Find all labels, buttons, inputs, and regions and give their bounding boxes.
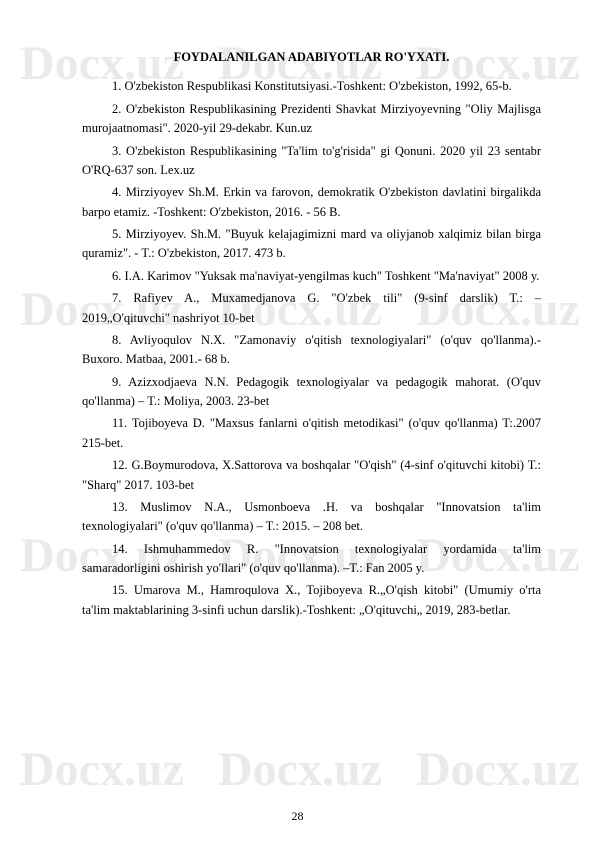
reference-item: 1. O'zbekiston Respublikasi Konstitutsiy… — [82, 77, 541, 96]
reference-item: 3. O'zbekiston Respublikasining "Ta'lim … — [82, 142, 541, 181]
reference-item: 14. Ishmuhammedov R. "Innovatsion texnol… — [82, 540, 541, 579]
reference-item: 2. O'zbekiston Respublikasining Preziden… — [82, 100, 541, 139]
reference-item: 15. Umarova M., Hamroqulova X., Tojiboye… — [82, 581, 541, 620]
reference-item: 7. Rafiyev A., Muxamedjanova G. "O'zbek … — [82, 289, 541, 328]
page-content: FOYDALANILGAN ADABIYOTLAR RO'YXATI. 1. O… — [0, 0, 595, 653]
references-heading: FOYDALANILGAN ADABIYOTLAR RO'YXATI. — [82, 48, 541, 67]
reference-item: 13. Muslimov N.A., Usmonboeva .H. va bos… — [82, 498, 541, 537]
watermark: Docx.uz — [20, 742, 184, 797]
reference-item: 4. Mirziyoyev Sh.M. Erkin va farovon, de… — [82, 183, 541, 222]
reference-item: 9. Azizxodjaeva N.N. Pedagogik texnologi… — [82, 373, 541, 412]
reference-item: 12. G.Boymurodova, X.Sattorova va boshqa… — [82, 456, 541, 495]
watermark: Docx.uz — [416, 742, 580, 797]
watermark: Docx.uz — [218, 742, 382, 797]
reference-item: 8. Avliyoqulov N.X. "Zamonaviy o'qitish … — [82, 331, 541, 370]
reference-item: 11. Tojiboyeva D. "Maxsus fanlarni o'qit… — [82, 414, 541, 453]
page-number: 28 — [0, 809, 595, 824]
reference-item: 5. Mirziyoyev. Sh.M. "Buyuk kelajagimizn… — [82, 225, 541, 264]
reference-item: 6. I.A. Karimov "Yuksak ma'naviyat-yengi… — [82, 267, 541, 286]
